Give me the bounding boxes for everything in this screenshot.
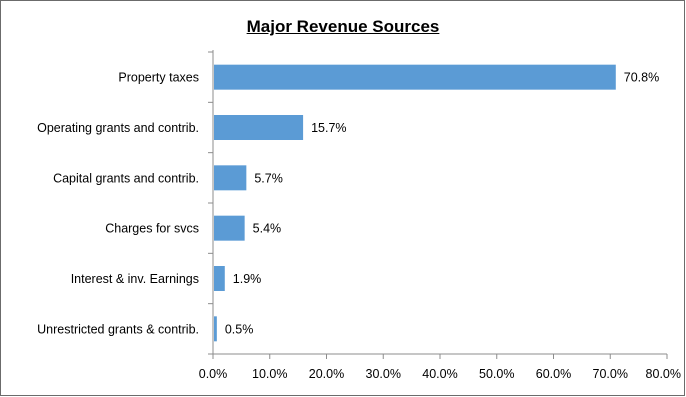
bar-4 — [214, 266, 225, 291]
x-tick-label: 0.0% — [199, 367, 228, 381]
category-label: Operating grants and contrib. — [37, 121, 199, 135]
data-label: 5.7% — [254, 171, 283, 185]
x-tick-label: 50.0% — [479, 367, 514, 381]
data-labels: 70.8% 15.7% 5.7% 5.4% 1.9% 0.5% — [225, 71, 659, 337]
x-tick-label: 30.0% — [366, 367, 401, 381]
category-label: Unrestricted grants & contrib. — [37, 322, 199, 336]
x-axis: 0.0% 10.0% 20.0% 30.0% 40.0% 50.0% 60.0% 70.0% 8… — [199, 50, 681, 381]
category-label: Capital grants and contrib. — [53, 171, 199, 185]
bar-1 — [214, 115, 304, 140]
bar-5 — [214, 316, 217, 342]
data-label: 15.7% — [311, 121, 346, 135]
category-label: Property taxes — [118, 71, 199, 85]
x-tick-label: 60.0% — [536, 367, 571, 381]
data-label: 1.9% — [233, 272, 262, 286]
x-tick-label: 70.0% — [593, 367, 628, 381]
x-tick-label: 40.0% — [422, 367, 457, 381]
bar-3 — [214, 215, 245, 241]
bar-0 — [214, 64, 616, 90]
data-label: 5.4% — [253, 222, 282, 236]
x-tick-label: 80.0% — [646, 367, 681, 381]
category-labels: Property taxes Operating grants and contr… — [37, 71, 199, 337]
bar-2 — [214, 165, 247, 191]
bars-layer — [214, 64, 616, 342]
x-tick-label: 10.0% — [252, 367, 287, 381]
x-tick-label: 20.0% — [309, 367, 344, 381]
data-label: 70.8% — [624, 71, 659, 85]
category-label: Charges for svcs — [105, 222, 199, 236]
category-label: Interest & inv. Earnings — [71, 272, 199, 286]
data-label: 0.5% — [225, 322, 254, 336]
chart-title: Major Revenue Sources — [246, 17, 440, 36]
